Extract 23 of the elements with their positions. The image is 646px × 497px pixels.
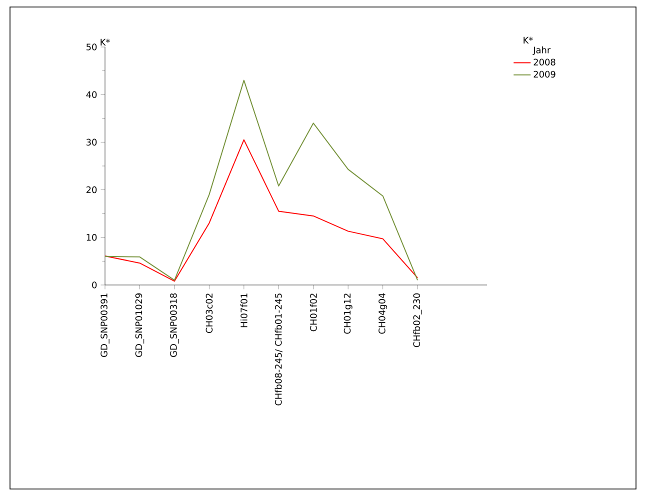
y-tick-label: 50 (86, 44, 97, 50)
y-tick-label: 20 (86, 186, 97, 194)
y-tick-label: 0 (92, 282, 97, 288)
x-tick-label: Hi07f01 (240, 294, 248, 328)
legend-label: 2008 (534, 58, 556, 66)
x-tick-label: CH01f02 (310, 294, 317, 332)
x-tick-label: GD_SNP00391 (100, 294, 110, 357)
y-tick-label: 30 (86, 138, 97, 146)
y-axis-title: K* (100, 38, 110, 46)
line-series (104, 139, 418, 282)
x-tick-label: CH03c02 (206, 294, 213, 334)
legend-label: 2009 (534, 70, 556, 78)
x-tick-label: CH01g12 (344, 294, 352, 334)
x-tick-label: GD_SNP01029 (135, 293, 144, 357)
x-tick-label: CHfb08-245/ CHfb01-245 (274, 294, 282, 406)
x-tick-label: CHfb02_230 (413, 293, 422, 348)
x-tick-label: CH04g04 (378, 293, 388, 334)
text: K* (524, 36, 533, 44)
y-tick-label: 40 (86, 91, 97, 98)
x-tick-label: GD_SNP00318 (170, 293, 179, 357)
line-series (104, 80, 418, 281)
y-tick-label: 10 (86, 234, 97, 241)
legend-title: Jahr (532, 46, 551, 56)
